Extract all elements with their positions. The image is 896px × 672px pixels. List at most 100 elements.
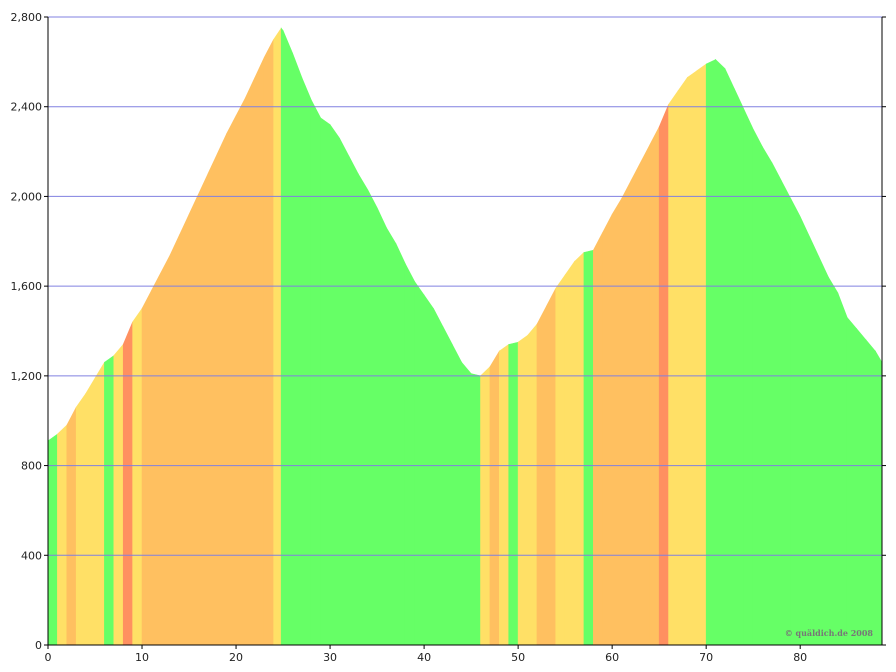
profile-segment <box>169 234 180 646</box>
profile-segment <box>339 137 350 646</box>
y-tick-label: 1,200 <box>11 370 43 383</box>
profile-segment <box>809 236 820 646</box>
profile-segment <box>216 133 227 646</box>
profile-segment <box>94 361 105 646</box>
y-tick-label: 400 <box>21 549 42 562</box>
y-tick-label: 2,000 <box>11 190 43 203</box>
profile-segment <box>198 173 209 646</box>
profile-segment <box>743 108 754 646</box>
profile-segment <box>480 366 491 646</box>
profile-segment <box>564 260 575 646</box>
profile-segment <box>263 39 274 646</box>
profile-segment <box>310 99 321 646</box>
profile-segment <box>207 153 218 646</box>
profile-segment <box>574 251 585 646</box>
profile-segment <box>734 88 745 646</box>
profile-segment <box>555 273 566 646</box>
profile-segment <box>875 350 883 646</box>
profile-segment <box>395 243 406 646</box>
profile-segment <box>151 272 162 646</box>
profile-segment <box>104 355 115 646</box>
profile-segment <box>602 214 613 646</box>
profile-segment <box>245 77 256 646</box>
profile-segment <box>113 343 124 646</box>
y-tick-label: 800 <box>21 460 42 473</box>
profile-segment <box>160 254 171 646</box>
profile-segment <box>677 76 688 646</box>
profile-segment <box>132 307 143 646</box>
profile-segment <box>799 216 810 646</box>
x-tick-label: 60 <box>605 651 619 664</box>
profile-segment <box>188 194 199 646</box>
profile-segment <box>320 117 331 646</box>
profile-segment <box>705 59 716 646</box>
profile-segment <box>865 339 876 646</box>
profile-segment <box>66 407 77 646</box>
profile-segment <box>329 123 340 646</box>
profile-segment <box>301 77 312 646</box>
profile-segment <box>846 316 857 646</box>
profile-segment <box>461 361 472 646</box>
profile-segment <box>724 68 735 646</box>
profile-segment <box>715 58 726 646</box>
profile-segment <box>640 144 651 646</box>
profile-segment <box>179 214 190 646</box>
profile-segment <box>536 306 547 646</box>
profile-segment <box>527 323 538 646</box>
profile-segment <box>546 288 557 646</box>
profile-segment <box>442 326 453 646</box>
y-tick-label: 2,800 <box>11 11 43 24</box>
x-tick-label: 30 <box>323 651 337 664</box>
profile-segment <box>235 97 246 646</box>
profile-segment <box>57 424 68 646</box>
x-tick-label: 40 <box>417 651 431 664</box>
profile-segment <box>649 126 660 646</box>
profile-segment <box>499 343 510 646</box>
x-tick-label: 0 <box>45 651 52 664</box>
profile-segment <box>668 90 679 646</box>
profile-segment <box>85 377 96 646</box>
profile-segment <box>254 57 265 646</box>
watermark: © quäldich.de 2008 <box>785 628 874 638</box>
profile-segment <box>781 180 792 646</box>
profile-segment <box>687 70 698 646</box>
y-tick-label: 2,400 <box>11 101 43 114</box>
profile-segment <box>75 392 86 646</box>
profile-segment <box>273 27 282 646</box>
profile-segment <box>658 104 669 646</box>
profile-segment <box>348 155 359 646</box>
profile-segment <box>452 344 463 646</box>
profile-segment <box>470 373 481 646</box>
profile-segment <box>630 162 641 646</box>
profile-segment <box>357 172 368 646</box>
profile-segment <box>828 276 839 646</box>
profile-segment <box>404 263 415 646</box>
y-tick-label: 0 <box>35 639 42 652</box>
x-tick-label: 80 <box>793 651 807 664</box>
profile-segment <box>489 350 500 646</box>
x-tick-label: 50 <box>511 651 525 664</box>
profile-segment <box>621 180 632 646</box>
profile-segment <box>376 207 387 646</box>
profile-segment <box>423 294 434 646</box>
profile-segment <box>433 308 444 646</box>
profile-segment <box>818 256 829 646</box>
profile-segment <box>414 280 425 646</box>
profile-segment <box>611 197 622 646</box>
profile-segment <box>752 129 763 646</box>
x-tick-label: 70 <box>699 651 713 664</box>
profile-segment <box>508 341 519 646</box>
y-tick-label: 1,600 <box>11 280 43 293</box>
profile-segment <box>593 232 604 646</box>
profile-segment <box>790 198 801 646</box>
profile-segment <box>771 162 782 646</box>
profile-segment <box>762 146 773 646</box>
profile-segment <box>141 290 152 646</box>
profile-segment <box>367 189 378 646</box>
profile-segment <box>517 334 528 646</box>
profile-segment <box>282 30 293 646</box>
x-tick-label: 20 <box>229 651 243 664</box>
profile-segment <box>583 249 594 646</box>
profile-segment <box>386 226 397 646</box>
